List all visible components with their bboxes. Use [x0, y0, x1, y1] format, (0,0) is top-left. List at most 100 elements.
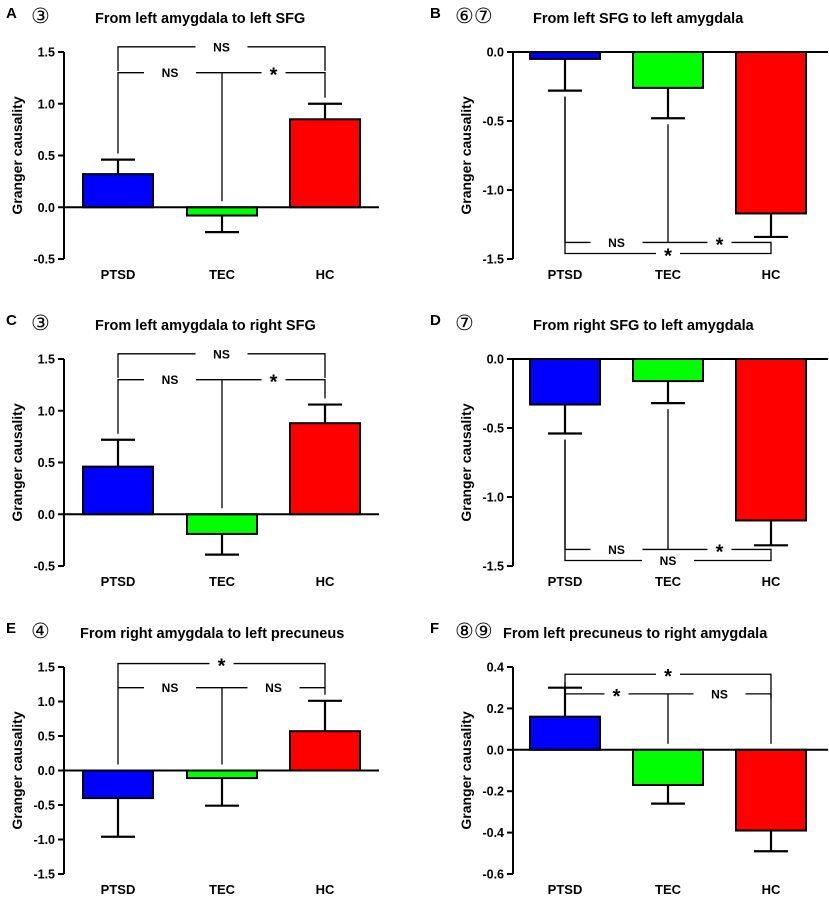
panel-f: F ⑧⑨ From left precuneus to right amygdala… [430, 619, 828, 897]
y-tick-label: 0.0 [487, 743, 504, 757]
y-tick-label: 1.0 [38, 404, 55, 418]
chart-title: From left amygdala to left SFG [95, 11, 305, 27]
category-label-ptsd: PTSD [548, 267, 583, 282]
significance-bracket [564, 96, 772, 255]
significance-label: * [716, 234, 724, 256]
circled-number: ⑧⑨ [455, 619, 493, 643]
significance-label: * [716, 541, 724, 563]
y-tick-label: 1.5 [38, 46, 55, 60]
bar-ptsd [82, 465, 154, 516]
y-axis-label: Granger causality [458, 403, 474, 521]
category-label-hc: HC [316, 882, 335, 897]
panel-letter: D [430, 312, 441, 329]
category-label-hc: HC [316, 267, 335, 282]
category-label-hc: HC [762, 574, 781, 589]
y-tick-label: -1.5 [482, 253, 504, 267]
significance-label: * [218, 656, 226, 678]
significance-bracket [117, 379, 326, 434]
significance-label: * [664, 245, 672, 267]
y-axis-label: Granger causality [9, 711, 25, 829]
panel-letter: B [430, 5, 441, 22]
category-label-ptsd: PTSD [101, 267, 136, 282]
y-tick-label: 1.5 [38, 661, 55, 675]
bar-ptsd [82, 173, 154, 209]
y-tick-label: -1.0 [482, 184, 504, 198]
panel-letter: E [6, 620, 16, 637]
bar-hc [735, 748, 807, 832]
category-label-tec: TEC [655, 574, 682, 589]
circled-number: ⑦ [455, 311, 474, 335]
significance-bracket [117, 353, 326, 378]
y-axis-label: Granger causality [9, 96, 25, 214]
significance-label: NS [711, 687, 728, 701]
y-tick-label: -1.5 [482, 560, 504, 574]
panel-letter: F [430, 620, 439, 637]
bar-hc [735, 358, 807, 522]
significance-label: NS [608, 236, 625, 250]
y-tick-label: -0.5 [482, 115, 504, 129]
panel-d: D ⑦ From right SFG to left amygdala Granger… [430, 311, 828, 589]
y-tick-label: 0.2 [487, 702, 504, 716]
bar-ptsd [529, 51, 601, 60]
bar-ptsd [529, 715, 601, 751]
category-label-ptsd: PTSD [548, 882, 583, 897]
chart-title: From left SFG to left amygdala [533, 11, 744, 27]
panel-letter: A [6, 5, 17, 22]
significance-label: * [613, 686, 621, 708]
bar-hc [289, 118, 361, 209]
y-tick-label: -0.5 [482, 422, 504, 436]
category-label-hc: HC [316, 574, 335, 589]
category-label-tec: TEC [209, 574, 236, 589]
bar-tec [632, 358, 704, 383]
category-label-tec: TEC [209, 267, 236, 282]
y-tick-label: 0.0 [38, 764, 55, 778]
y-tick-label: -0.5 [33, 799, 55, 813]
significance-bracket [117, 46, 326, 71]
y-tick-label: 1.5 [38, 353, 55, 367]
bar-tec [186, 206, 258, 217]
y-tick-label: 1.0 [38, 97, 55, 111]
category-label-tec: TEC [209, 882, 236, 897]
panel-letter: C [6, 312, 17, 329]
significance-label: NS [213, 40, 230, 54]
category-label-tec: TEC [655, 267, 682, 282]
chart-title: From right amygdala to left precuneus [80, 626, 344, 642]
bar-ptsd [82, 769, 154, 800]
y-tick-label: 0.5 [38, 730, 55, 744]
significance-label: * [664, 666, 672, 688]
y-tick-label: 0.0 [487, 46, 504, 60]
y-tick-label: -0.5 [33, 253, 55, 267]
significance-label: NS [265, 681, 282, 695]
significance-label: NS [162, 681, 179, 695]
category-label-hc: HC [762, 267, 781, 282]
significance-bracket [117, 662, 326, 688]
significance-label: NS [162, 66, 179, 80]
y-tick-label: -1.0 [33, 833, 55, 847]
y-axis-label: Granger causality [458, 96, 474, 214]
category-label-tec: TEC [655, 882, 682, 897]
circled-number: ④ [31, 619, 50, 643]
bar-tec [186, 769, 258, 780]
y-tick-label: 0.0 [487, 353, 504, 367]
y-tick-label: 0.5 [38, 456, 55, 470]
bar-hc [735, 51, 807, 215]
y-tick-label: -0.2 [482, 785, 504, 799]
bar-hc [289, 422, 361, 516]
circled-number: ⑥⑦ [455, 4, 493, 28]
y-tick-label: 0.5 [38, 149, 55, 163]
significance-label: NS [162, 373, 179, 387]
y-tick-label: 0.0 [38, 508, 55, 522]
bar-tec [632, 748, 704, 786]
significance-label: * [270, 65, 278, 87]
circled-number: ③ [31, 311, 50, 335]
chart-title: From left amygdala to right SFG [95, 318, 316, 334]
significance-label: NS [660, 554, 677, 568]
bar-hc [289, 730, 361, 772]
category-label-hc: HC [762, 882, 781, 897]
chart-title: From right SFG to left amygdala [533, 318, 755, 334]
y-tick-label: -1.5 [33, 868, 55, 882]
chart-title: From left precuneus to right amygdala [503, 626, 768, 642]
significance-bracket [564, 439, 772, 562]
bar-tec [186, 513, 258, 535]
y-axis-label: Granger causality [9, 403, 25, 521]
